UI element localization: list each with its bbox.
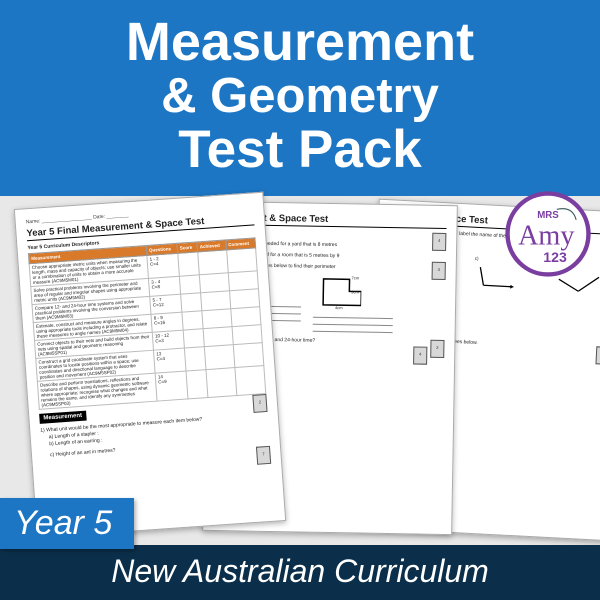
brand-logo: MRS Amy 123	[504, 190, 592, 278]
curriculum-descriptors-table: Measurement Questions Score Achieved Com…	[28, 237, 266, 410]
section-heading: Measurement	[39, 411, 86, 424]
score-box-icon: 4	[432, 233, 446, 251]
year-level-badge: Year 5	[0, 498, 134, 549]
preview-page-1: Name: __________________ Date: ________ …	[14, 192, 286, 539]
product-title-banner: Measurement & Geometry Test Pack	[0, 0, 600, 196]
score-box-icon: 4	[432, 262, 446, 280]
score-box-icon: 4	[413, 346, 427, 364]
curriculum-badge: New Australian Curriculum	[0, 545, 600, 600]
svg-text:Amy: Amy	[518, 221, 574, 252]
title-line-1: Measurement	[10, 14, 590, 71]
title-line-2: & Geometry	[10, 71, 590, 122]
score-box-icon: 7	[256, 446, 271, 465]
title-line-3: Test Pack	[10, 122, 590, 178]
svg-text:123: 123	[543, 249, 567, 265]
score-box-icon: 4	[595, 346, 600, 365]
score-box-icon: 2	[430, 340, 444, 358]
svg-text:MRS: MRS	[537, 210, 559, 221]
score-box-icon: 2	[252, 394, 267, 413]
